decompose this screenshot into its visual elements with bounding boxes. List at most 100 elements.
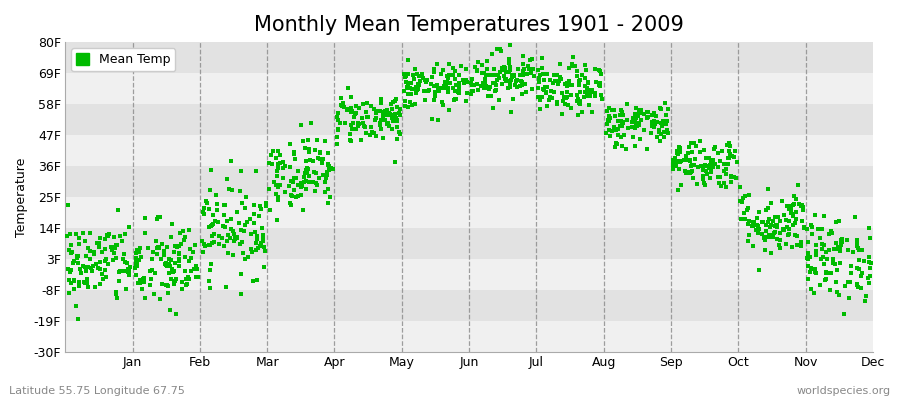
Point — [788, 193, 802, 199]
Point — [182, 258, 196, 264]
Point — [384, 112, 399, 118]
Point — [62, 247, 77, 253]
Point — [268, 155, 283, 161]
Point — [227, 231, 241, 237]
Point — [601, 117, 616, 124]
Bar — [65, 135, 873, 166]
Point — [442, 106, 456, 113]
Point — [385, 105, 400, 112]
Point — [438, 79, 453, 85]
Point — [350, 123, 365, 130]
Point — [262, 160, 276, 166]
Point — [130, 263, 144, 270]
Point — [684, 169, 698, 175]
Point — [398, 74, 412, 80]
Bar — [65, 197, 873, 228]
Point — [209, 191, 223, 198]
Point — [795, 218, 809, 224]
Point — [381, 120, 395, 126]
Point — [406, 72, 420, 78]
Point — [287, 150, 302, 157]
Point — [401, 80, 416, 86]
Point — [814, 235, 828, 242]
Point — [627, 111, 642, 118]
Point — [521, 66, 535, 72]
Point — [786, 211, 800, 217]
Point — [502, 60, 517, 66]
Point — [704, 168, 718, 175]
Point — [611, 118, 625, 124]
Point — [684, 168, 698, 175]
Point — [734, 216, 748, 222]
Point — [488, 72, 502, 78]
Point — [580, 84, 594, 91]
Point — [283, 200, 297, 206]
Point — [855, 247, 869, 253]
Point — [497, 73, 511, 79]
Point — [683, 156, 698, 163]
Point — [249, 168, 264, 174]
Point — [504, 77, 518, 84]
Point — [314, 160, 328, 166]
Point — [468, 64, 482, 70]
Point — [647, 119, 662, 125]
Point — [536, 87, 551, 93]
Point — [205, 212, 220, 218]
Point — [293, 184, 308, 190]
Point — [531, 66, 545, 73]
Point — [409, 83, 423, 90]
Point — [66, 260, 80, 266]
Point — [644, 112, 659, 118]
Point — [491, 72, 505, 78]
Point — [720, 142, 734, 148]
Point — [489, 82, 503, 88]
Point — [301, 136, 315, 143]
Point — [851, 266, 866, 272]
Point — [87, 248, 102, 255]
Point — [130, 259, 144, 265]
Point — [641, 109, 655, 116]
Point — [133, 277, 148, 283]
Point — [754, 219, 769, 226]
Point — [680, 156, 695, 163]
Point — [562, 65, 576, 72]
Point — [485, 51, 500, 57]
Point — [740, 206, 754, 213]
Point — [172, 250, 186, 257]
Point — [128, 265, 142, 272]
Point — [619, 146, 634, 153]
Point — [539, 90, 554, 96]
Point — [322, 166, 337, 173]
Point — [164, 276, 178, 282]
Point — [143, 281, 157, 288]
Point — [349, 110, 364, 116]
Point — [710, 174, 724, 181]
Point — [599, 130, 614, 136]
Point — [765, 234, 779, 240]
Point — [329, 141, 344, 147]
Point — [777, 226, 791, 233]
Point — [556, 98, 571, 104]
Point — [671, 187, 686, 194]
Point — [356, 120, 370, 126]
Point — [633, 107, 647, 114]
Point — [688, 142, 703, 149]
Point — [488, 88, 502, 94]
Point — [149, 251, 164, 258]
Point — [221, 232, 236, 238]
Point — [150, 244, 165, 251]
Point — [206, 239, 220, 245]
Point — [723, 142, 737, 149]
Point — [136, 276, 150, 282]
Point — [182, 276, 196, 283]
Point — [398, 72, 412, 79]
Point — [829, 279, 843, 285]
Point — [179, 275, 194, 282]
Point — [405, 102, 419, 108]
Point — [494, 65, 508, 72]
Point — [502, 56, 517, 62]
Point — [588, 90, 602, 97]
Point — [106, 234, 121, 241]
Point — [309, 170, 323, 176]
Point — [212, 232, 227, 239]
